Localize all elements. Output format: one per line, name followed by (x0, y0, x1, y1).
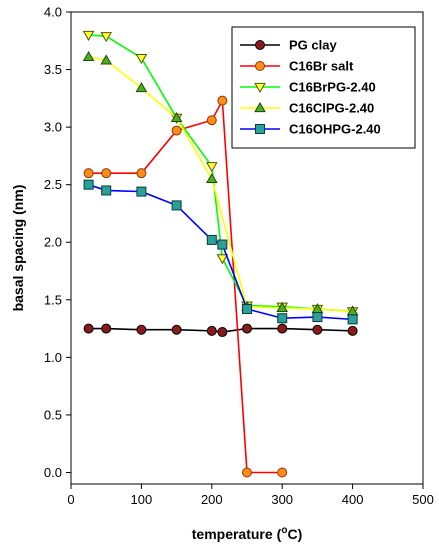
data-point (136, 324, 147, 335)
x-tick-label: 0 (67, 492, 74, 507)
data-point (205, 172, 218, 184)
data-point (83, 323, 94, 334)
legend-marker (255, 61, 265, 71)
data-point (83, 168, 94, 179)
data-point (171, 125, 182, 136)
data-point (217, 239, 228, 250)
data-point (216, 254, 229, 265)
legend-label: PG clay (289, 38, 337, 53)
data-point (82, 50, 95, 61)
y-tick-label: 3.5 (44, 62, 62, 77)
data-point (347, 314, 358, 325)
legend-marker (254, 102, 266, 113)
data-point (242, 467, 252, 478)
data-point (135, 82, 148, 93)
data-point (136, 186, 147, 197)
data-point (170, 111, 183, 123)
data-point (206, 234, 217, 245)
data-point (101, 185, 112, 196)
data-point (101, 168, 112, 179)
x-tick-label: 400 (342, 492, 364, 507)
legend-marker (255, 40, 265, 50)
plot-frame (70, 11, 424, 485)
data-point (206, 325, 217, 336)
legend-label: C16OHPG-2.40 (289, 122, 381, 137)
x-tick-label: 500 (412, 492, 434, 507)
series-line (88, 97, 283, 474)
y-tick-label: 0.5 (44, 407, 62, 422)
data-point (277, 467, 288, 478)
x-axis-title-unit-prefix: ( (277, 526, 282, 542)
data-point (82, 30, 95, 41)
data-point (171, 200, 182, 211)
y-tick-label: 2.5 (44, 177, 62, 192)
x-axis-title-unit-suffix: C) (287, 526, 302, 542)
data-point (206, 115, 217, 126)
y-tick-label: 3.0 (44, 120, 62, 135)
y-tick-label: 0.0 (44, 465, 62, 480)
x-tick-label: 300 (271, 492, 293, 507)
data-point (217, 95, 228, 106)
data-point (277, 323, 288, 334)
x-axis-title-text: temperature (192, 526, 273, 542)
legend-label: C16Br salt (289, 59, 354, 74)
data-point (312, 312, 323, 323)
data-point (242, 323, 252, 334)
y-tick-label: 4.0 (44, 5, 62, 20)
x-axis-title: temperature (oC) (192, 525, 302, 542)
data-point (276, 301, 289, 312)
legend-marker (255, 124, 265, 134)
series-line (88, 183, 353, 321)
data-point (277, 313, 288, 324)
data-point (101, 323, 112, 334)
data-point (136, 168, 147, 179)
y-tick-label: 1.0 (44, 350, 62, 365)
y-tick-label: 1.5 (44, 292, 62, 307)
y-tick-label: 2.0 (44, 235, 62, 250)
series-line (88, 327, 353, 333)
legend-marker (254, 82, 266, 93)
data-point (100, 32, 113, 43)
plot-series (82, 30, 359, 478)
x-axis: 0 100 200 300 400 500 (67, 484, 434, 507)
data-point (205, 162, 218, 173)
legend-label: C16BrPG-2.40 (289, 80, 376, 95)
data-point (83, 179, 94, 190)
series-0 (83, 323, 358, 338)
data-point (217, 327, 228, 338)
x-tick-label: 200 (201, 492, 223, 507)
legend-label: C16ClPG-2.40 (289, 101, 374, 116)
legend: PG clay C16Br salt C16BrPG-2.40 C16ClPG-2.4… (231, 26, 416, 149)
data-point (312, 324, 323, 335)
x-tick-label: 100 (131, 492, 153, 507)
series-1 (83, 95, 288, 478)
data-point (135, 53, 148, 64)
x-axis-title-unit-sup: o (281, 525, 287, 536)
y-axis: 0.0 0.5 1.0 1.5 2.0 2.5 3.0 3.5 4.0 (44, 5, 71, 480)
data-point (100, 54, 113, 65)
y-axis-title: basal spacing (nm) (10, 185, 26, 312)
data-point (242, 304, 252, 315)
series-4 (83, 179, 358, 325)
data-point (171, 324, 182, 335)
data-point (347, 325, 358, 336)
